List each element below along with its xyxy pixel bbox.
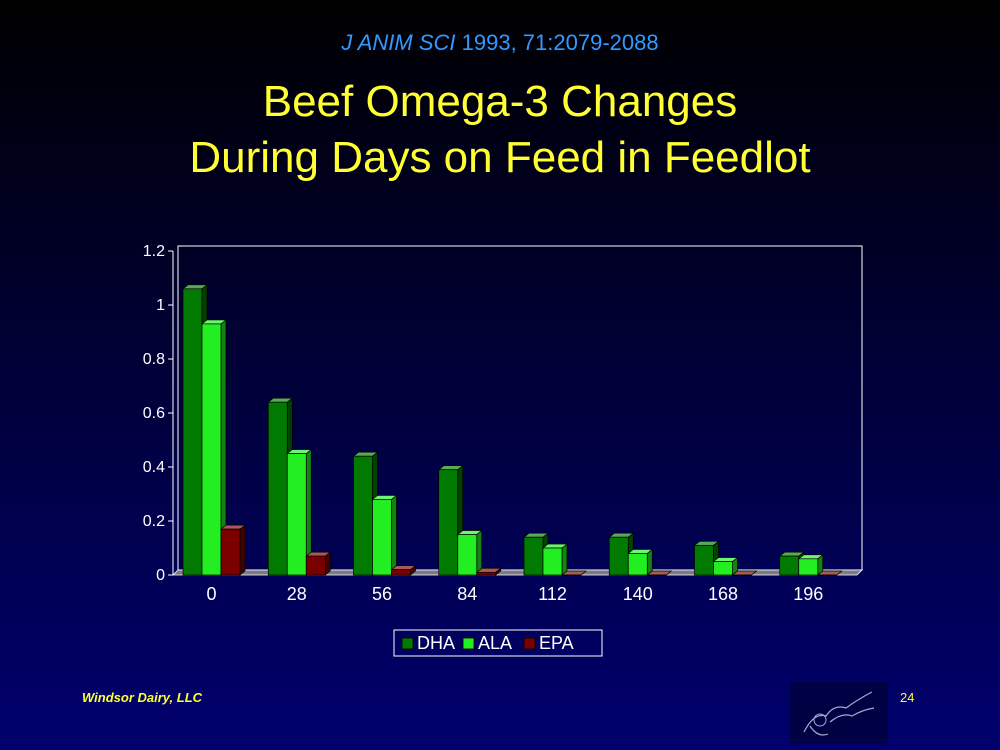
citation-journal: J ANIM SCI (341, 30, 456, 55)
legend-swatch-dha (401, 637, 414, 650)
citation-details: 1993, 71:2079-2088 (461, 30, 659, 55)
x-tick-label: 140 (623, 584, 653, 604)
logo-sketch-icon (803, 691, 875, 736)
bar-epa-168 (731, 570, 758, 576)
y-tick-label: 0.6 (143, 405, 165, 422)
x-tick-label: 196 (793, 584, 823, 604)
bar-ala-84 (456, 529, 483, 576)
bar-epa-84 (475, 567, 502, 576)
bar-epa-140 (646, 570, 673, 576)
legend-label-dha: DHA (417, 633, 455, 653)
bar-epa-196 (816, 570, 843, 576)
y-tick-label: 0 (156, 567, 165, 584)
bar-epa-112 (561, 570, 587, 576)
x-tick-label: 28 (287, 584, 307, 604)
logo-image (790, 682, 888, 744)
legend-label-epa: EPA (539, 633, 574, 653)
citation: J ANIM SCI 1993, 71:2079-2088 (0, 30, 1000, 56)
y-tick-label: 1.2 (143, 243, 165, 260)
slide-title: Beef Omega-3 Changes During Days on Feed… (0, 74, 1000, 186)
title-line-1: Beef Omega-3 Changes (262, 77, 738, 126)
bar-ala-196 (797, 554, 824, 576)
x-tick-label: 0 (206, 584, 216, 604)
x-tick-label: 84 (457, 584, 477, 604)
bar-ala-140 (627, 548, 654, 576)
bar-ala-168 (712, 556, 739, 576)
x-tick-label: 168 (708, 584, 738, 604)
y-tick-label: 0.4 (143, 459, 165, 476)
y-tick-label: 1 (156, 297, 165, 314)
bar-epa-0 (220, 524, 246, 576)
bar-epa-28 (305, 551, 332, 576)
bar-ala-56 (371, 494, 398, 576)
page-number: 24 (900, 690, 915, 705)
x-tick-label: 56 (372, 584, 392, 604)
bar-ala-28 (286, 448, 313, 576)
bar-ala-0 (201, 319, 227, 576)
legend-swatch-epa (523, 637, 536, 650)
x-tick-label: 112 (538, 584, 567, 604)
legend-swatch-ala (462, 637, 475, 650)
bar-ala-112 (542, 543, 568, 576)
title-line-2: During Days on Feed in Feedlot (189, 133, 811, 182)
legend-label-ala: ALA (478, 633, 512, 653)
y-tick-label: 0.8 (143, 351, 165, 368)
footer-company: Windsor Dairy, LLC (82, 690, 203, 705)
chart-legend (393, 629, 603, 657)
bar-epa-56 (390, 564, 417, 576)
y-tick-label: 0.2 (143, 513, 165, 530)
